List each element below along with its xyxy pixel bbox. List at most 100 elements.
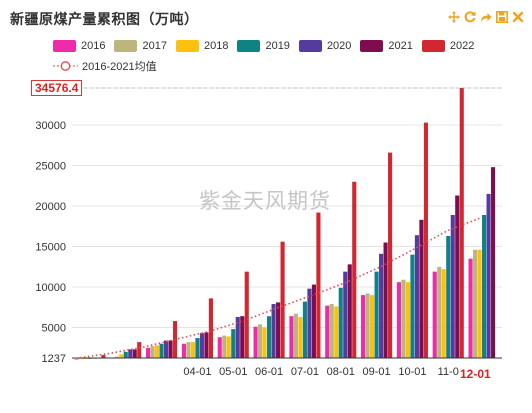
- bar-2018: [405, 282, 410, 358]
- legend-item-2016[interactable]: 2016: [53, 40, 105, 52]
- bar-2016: [468, 258, 473, 358]
- bar-2019: [374, 271, 379, 358]
- x-tick-label: 07-01: [291, 366, 319, 378]
- bar-2018: [83, 358, 88, 359]
- move-icon[interactable]: [447, 10, 460, 23]
- bar-2020: [128, 349, 133, 358]
- bar-2022: [280, 241, 285, 358]
- bar-2019: [410, 254, 415, 358]
- legend-row-years: 2016 2017 2018 2019 2020 2021 2022: [53, 38, 523, 54]
- close-icon[interactable]: [511, 10, 524, 23]
- refresh-icon[interactable]: [463, 10, 476, 23]
- bar-2019: [267, 316, 272, 358]
- bar-2017: [150, 346, 155, 358]
- bar-2021: [132, 349, 137, 358]
- legend-swatch-2019: [237, 40, 261, 52]
- bar-2016: [289, 316, 294, 358]
- bar-2019: [446, 236, 451, 358]
- legend-label-2022: 2022: [449, 40, 475, 52]
- bar-2016: [325, 305, 330, 358]
- bar-2022: [316, 212, 321, 358]
- legend-item-2022[interactable]: 2022: [421, 40, 475, 52]
- legend-item-2019[interactable]: 2019: [237, 40, 290, 52]
- y-tick-label: 10000: [35, 282, 66, 294]
- y-min-label: 1237: [42, 353, 66, 365]
- bar-2017: [365, 293, 370, 358]
- legend-label-2019: 2019: [265, 40, 290, 52]
- bar-2020: [379, 253, 384, 358]
- average-line: [75, 216, 483, 360]
- bar-2022: [208, 298, 213, 358]
- bar-2022: [459, 88, 464, 358]
- bar-2019: [195, 338, 200, 358]
- legend-swatch-2021: [360, 40, 384, 52]
- bar-2021: [311, 284, 316, 358]
- legend-item-2021[interactable]: 2021: [360, 40, 413, 52]
- x-tick-label: 08-01: [327, 366, 355, 378]
- bar-2016: [181, 343, 186, 358]
- share-icon[interactable]: [479, 10, 492, 23]
- bar-2018: [155, 345, 160, 358]
- x-tick-label: 06-01: [255, 366, 283, 378]
- y-tick-label: 5000: [42, 323, 66, 335]
- legend-label-2016: 2016: [81, 40, 106, 52]
- y-tick-label: 30000: [35, 120, 66, 132]
- bar-2017: [329, 304, 334, 358]
- bar-2021: [347, 264, 352, 358]
- bar-2020: [271, 304, 276, 358]
- bar-2016: [432, 271, 437, 358]
- legend-item-2020[interactable]: 2020: [298, 40, 352, 52]
- bar-2020: [450, 214, 455, 358]
- bar-2020: [414, 235, 419, 358]
- legend-label-2017: 2017: [142, 40, 167, 52]
- legend-swatch-2020: [298, 40, 322, 52]
- bar-2018: [262, 327, 267, 358]
- bar-2020: [307, 288, 312, 358]
- bar-2020: [486, 193, 491, 358]
- legend-row-average: 2016-2021均值: [53, 58, 523, 74]
- bar-2021: [455, 195, 460, 358]
- legend-label-2018: 2018: [203, 40, 229, 52]
- bar-2019: [302, 301, 307, 358]
- bar-2020: [235, 317, 240, 358]
- bar-2018: [334, 306, 339, 358]
- legend-item-2017[interactable]: 2017: [114, 40, 167, 52]
- bar-2016: [74, 359, 79, 360]
- bar-2017: [473, 249, 478, 358]
- bar-2018: [370, 295, 375, 358]
- y-tick-label: 25000: [35, 161, 66, 173]
- watermark: 紫金天风期货: [199, 189, 331, 213]
- bar-2021: [491, 167, 496, 358]
- y-tick-label: 20000: [35, 201, 66, 213]
- bar-2022: [388, 152, 393, 358]
- save-image-icon[interactable]: [495, 10, 508, 23]
- title-bar: 新疆原煤产量累积图（万吨）: [0, 0, 532, 36]
- bar-2017: [222, 335, 227, 358]
- bar-2021: [204, 332, 209, 358]
- legend-item-2018[interactable]: 2018: [175, 40, 229, 52]
- legend-swatch-2022: [421, 40, 445, 52]
- chart-legend: 2016 2017 2018 2019 2020 2021 2022 2016-2021均值: [53, 38, 523, 78]
- bar-2016: [146, 347, 151, 358]
- legend-item-average[interactable]: 2016-2021均值: [53, 58, 157, 74]
- bar-2021: [240, 316, 245, 358]
- bar-2017: [78, 358, 83, 360]
- bar-2018: [119, 354, 124, 358]
- average-line-swatch: [53, 61, 78, 71]
- x-tick-label: 10-01: [398, 366, 426, 378]
- bar-2022: [137, 342, 142, 358]
- y-tick-label: 15000: [35, 242, 66, 254]
- bar-2018: [226, 336, 231, 358]
- bar-2020: [343, 271, 348, 358]
- legend-label-2020: 2020: [326, 40, 352, 52]
- bar-2019: [159, 343, 164, 358]
- bar-2017: [437, 266, 442, 358]
- x-tick-label: 04-01: [183, 366, 211, 378]
- bar-2017: [114, 356, 119, 358]
- bar-2016: [361, 295, 366, 358]
- bar-2016: [396, 282, 401, 358]
- chart-title: 新疆原煤产量累积图（万吨）: [10, 12, 199, 28]
- legend-swatch-2018: [175, 40, 199, 52]
- bar-2017: [186, 342, 191, 358]
